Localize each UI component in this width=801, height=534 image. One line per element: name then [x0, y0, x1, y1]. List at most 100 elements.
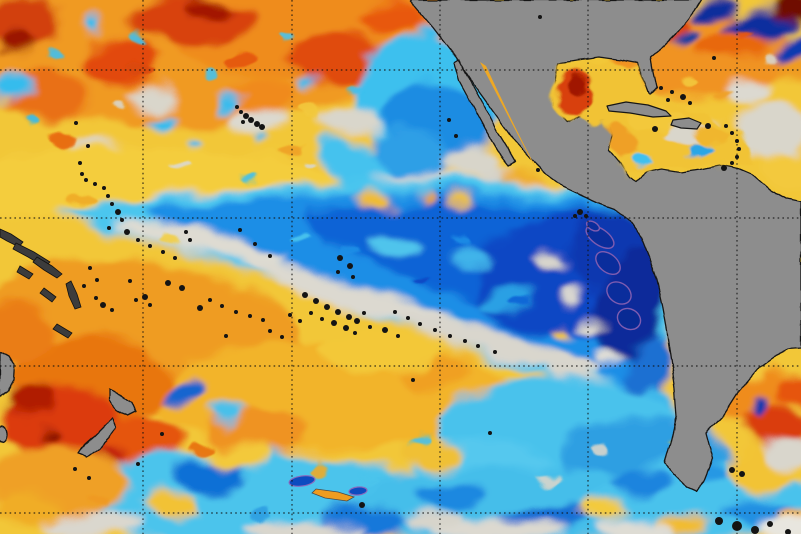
land-tasmania	[0, 425, 8, 443]
island-dot-pacific_dots	[115, 209, 121, 215]
island-dot-singles	[78, 161, 82, 165]
island-dot-pacific_dots	[268, 254, 272, 258]
island-dot-antilles	[735, 155, 739, 159]
island-dot-singles	[536, 168, 540, 172]
island-dot-pacific_dots	[354, 318, 360, 324]
island-dot-pacific_dots	[362, 311, 366, 315]
caribbean-islands	[606, 101, 702, 130]
island-dot-pacific_dots	[261, 318, 265, 322]
island-dot-bahamas	[659, 86, 663, 90]
melanesia-island-chains	[0, 228, 82, 339]
island-dot-singles	[411, 378, 415, 382]
island-dot-singles	[80, 172, 84, 176]
island-dot-galapagos	[577, 209, 583, 215]
island-dot-singles	[359, 502, 365, 508]
island-dot-pacific_dots	[165, 280, 171, 286]
island-dot-pacific_dots	[288, 313, 292, 317]
island-dot-bahamas	[666, 98, 670, 102]
island-dot-singles	[224, 334, 228, 338]
island-dot-singles	[87, 476, 91, 480]
island-dot-pacific_dots	[406, 316, 410, 320]
island-dot-bahamas	[680, 94, 686, 100]
island-dot-falklands	[739, 471, 745, 477]
island-dot-pacific_dots	[309, 311, 313, 315]
island-dot-south_georgia	[751, 526, 759, 534]
island-dot-pacific_dots	[124, 229, 130, 235]
island-dot-antilles	[705, 123, 711, 129]
island-dot-galapagos	[584, 214, 588, 218]
island-dot-pacific_dots	[320, 317, 324, 321]
island-dot-pacific_dots	[396, 334, 400, 338]
island-dot-pacific_dots	[208, 298, 212, 302]
island-dot-pacific_dots	[120, 218, 124, 222]
land-baja-california	[453, 59, 516, 166]
island-dot-pacific_dots	[313, 298, 319, 304]
island-dot-pacific_dots	[351, 275, 355, 279]
island-hispaniola	[670, 117, 702, 130]
land-new-zealand-south	[78, 416, 118, 458]
island-dot-pacific_dots	[335, 309, 341, 315]
island-dot-antilles	[735, 139, 739, 143]
warm-filament-contour	[311, 488, 355, 502]
island-dot-pacific_dots	[347, 263, 353, 269]
island-dot-pacific_dots	[336, 270, 340, 274]
island-dot-pacific_dots	[128, 279, 132, 283]
island-dot-pacific_dots	[493, 350, 497, 354]
island-dot-pacific_dots	[433, 328, 437, 332]
island-dot-pacific_dots	[184, 230, 188, 234]
island-dot-singles	[488, 431, 492, 435]
island-dot-pacific_dots	[393, 310, 397, 314]
island-dot-singles	[86, 144, 90, 148]
island-dot-pacific_dots	[84, 178, 88, 182]
island-dot-singles	[712, 56, 716, 60]
island-dot-antilles	[724, 124, 728, 128]
island-dot-pacific_dots	[448, 334, 452, 338]
island-dot-galapagos	[573, 214, 577, 218]
land-americas	[409, 0, 801, 492]
island-dot-pacific_dots	[93, 182, 97, 186]
island-dot-antilles	[730, 131, 734, 135]
island-dot-pacific_dots	[134, 298, 138, 302]
island-dot-pacific_dots	[418, 322, 422, 326]
island-dot-pacific_dots	[324, 304, 330, 310]
island-dot-south_georgia	[785, 529, 791, 534]
island-dot-pacific_dots	[368, 325, 372, 329]
island-dot-antilles	[652, 126, 658, 132]
island-dot-pacific_dots	[298, 319, 302, 323]
island-dot-hawaii	[243, 113, 249, 119]
island-dot-bahamas	[670, 90, 674, 94]
island-dot-pacific_dots	[106, 194, 110, 198]
island-dot-south_georgia	[732, 521, 742, 531]
island-dot-melanesia	[110, 308, 114, 312]
island-dot-singles	[447, 118, 451, 122]
island-dot-pacific_dots	[148, 303, 152, 307]
island-dot-singles	[74, 121, 78, 125]
island-dot-hawaii	[248, 117, 254, 123]
island-dot-singles	[538, 15, 542, 19]
island-dot-south_georgia	[767, 521, 773, 527]
island-dot-pacific_dots	[110, 202, 114, 206]
island-dot-pacific_dots	[353, 331, 357, 335]
island-dot-pacific_dots	[253, 242, 257, 246]
island-dot-pacific_dots	[88, 266, 92, 270]
island-dot-pacific_dots	[337, 255, 343, 261]
island-dot-pacific_dots	[248, 314, 252, 318]
island-dot-falklands	[729, 467, 735, 473]
island-dot-pacific_dots	[197, 305, 203, 311]
island-dot-antilles	[730, 161, 734, 165]
island-dot-pacific_dots	[346, 314, 352, 320]
island-dot-antilles	[721, 165, 727, 171]
island-dot-pacific_dots	[238, 228, 242, 232]
island-dot-pacific_dots	[148, 244, 152, 248]
island-dots	[73, 15, 791, 534]
island-dot-pacific_dots	[331, 320, 337, 326]
island-dot-antilles	[737, 147, 741, 151]
island-dot-south_georgia	[715, 517, 723, 525]
island-dot-pacific_dots	[107, 226, 111, 230]
island-dot-singles	[73, 467, 77, 471]
island-dot-pacific_dots	[280, 335, 284, 339]
island-dot-hawaii	[235, 105, 239, 109]
